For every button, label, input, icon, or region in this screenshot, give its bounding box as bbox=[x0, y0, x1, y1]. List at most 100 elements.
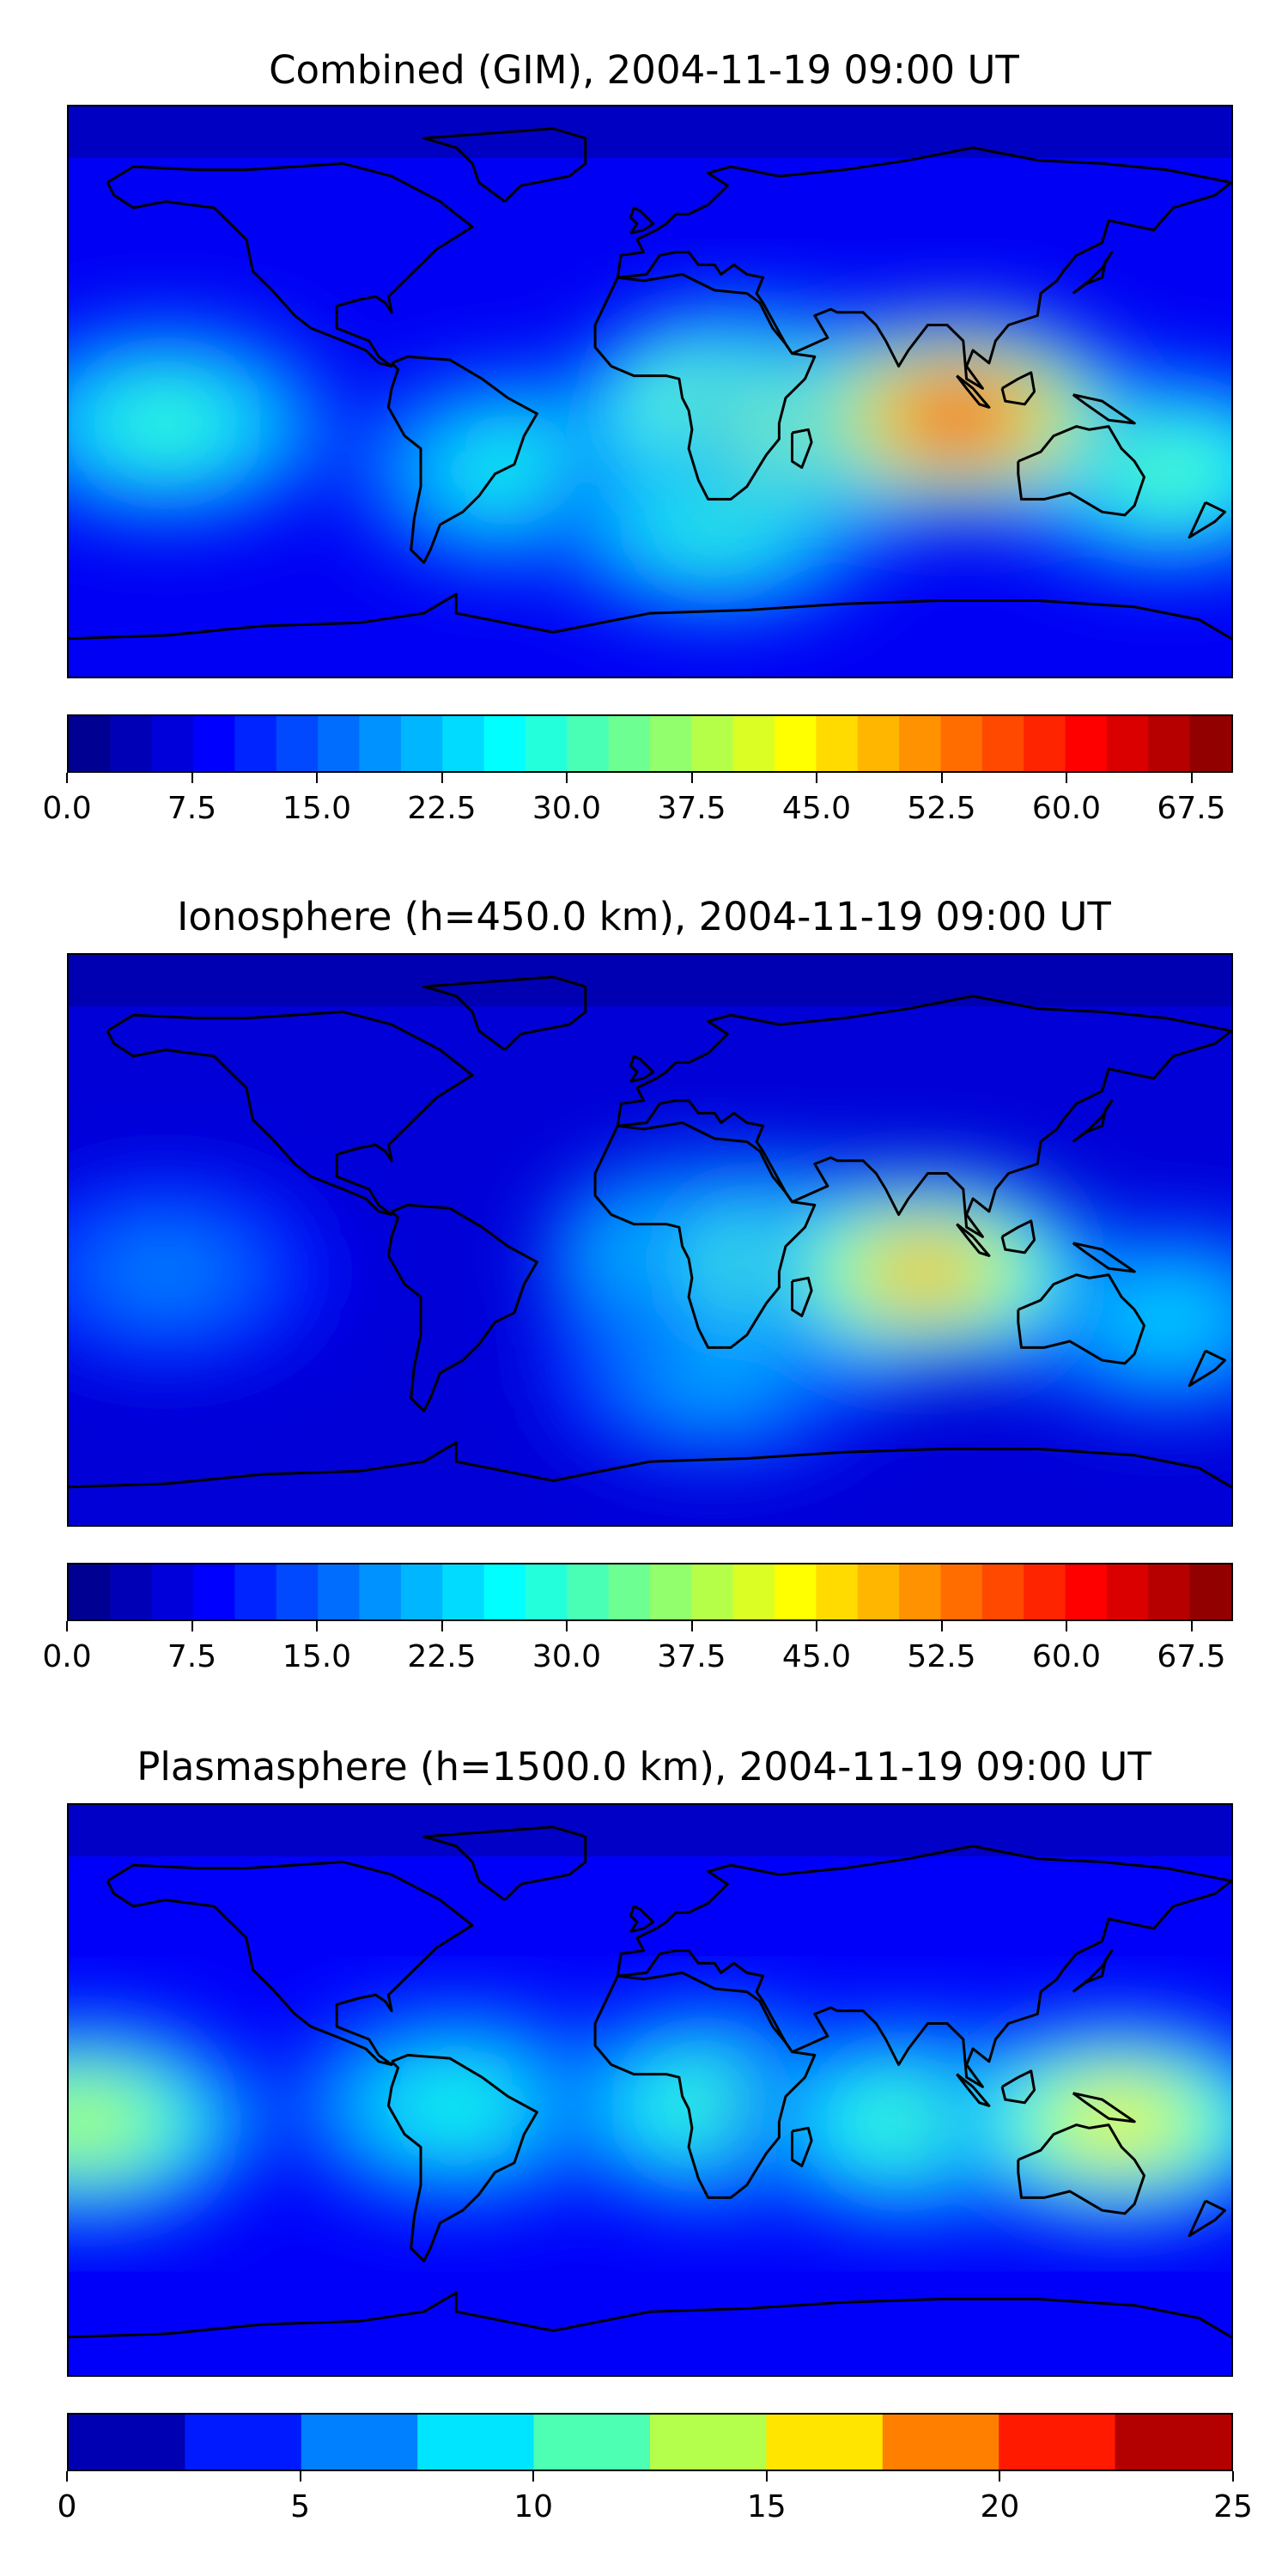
colorbar-tick bbox=[1190, 1621, 1193, 1631]
colorbar-tick-label: 25 bbox=[1213, 2489, 1253, 2524]
colorbar-tick bbox=[1066, 773, 1067, 783]
colorbar-segment bbox=[981, 716, 1024, 771]
map-canvas bbox=[69, 1805, 1231, 2375]
colorbar-tick-label: 10 bbox=[513, 2489, 554, 2524]
heatmap-region bbox=[69, 955, 1231, 1006]
colorbar-segment bbox=[1189, 1564, 1231, 1619]
colorbar-segment bbox=[359, 1564, 402, 1619]
colorbar-segment bbox=[442, 716, 485, 771]
colorbar-tick-label: 22.5 bbox=[407, 791, 477, 826]
coastline bbox=[956, 2073, 991, 2107]
colorbar-segment bbox=[775, 716, 817, 771]
colorbar-segment bbox=[1106, 1564, 1149, 1619]
colorbar-tick bbox=[66, 773, 68, 783]
colorbar-segment bbox=[1148, 716, 1191, 771]
colorbar-tick bbox=[191, 1621, 193, 1631]
chart-title: Combined (GIM), 2004-11-19 09:00 UT bbox=[269, 47, 1019, 93]
colorbar-tick bbox=[999, 2471, 1001, 2482]
colorbar-tick bbox=[690, 773, 693, 783]
colorbar-tick-label: 15 bbox=[746, 2489, 787, 2524]
coastline bbox=[1072, 2092, 1136, 2123]
colorbar-tick-label: 45.0 bbox=[781, 1639, 852, 1674]
coastline bbox=[1000, 1219, 1036, 1255]
colorbar-tick bbox=[940, 773, 943, 783]
colorbar-segment bbox=[185, 2415, 302, 2470]
colorbar-tick bbox=[299, 2471, 301, 2482]
coastline bbox=[1188, 501, 1226, 539]
coastline bbox=[593, 273, 817, 501]
coastline bbox=[593, 1121, 817, 1349]
colorbar-tick bbox=[191, 773, 193, 783]
colorbar-segment bbox=[151, 1564, 194, 1619]
colorbar-tick bbox=[566, 773, 568, 783]
colorbar-segment bbox=[193, 716, 236, 771]
colorbar-tick-label: 0 bbox=[57, 2489, 77, 2524]
colorbar-segment bbox=[1024, 716, 1066, 771]
coastline bbox=[616, 1844, 1231, 2088]
coastline bbox=[956, 374, 991, 409]
colorbar-tick bbox=[1066, 1621, 1067, 1631]
colorbar-segment bbox=[400, 1564, 443, 1619]
colorbar-segment bbox=[318, 716, 361, 771]
colorbar-tick-label: 15.0 bbox=[282, 791, 352, 826]
coastline bbox=[386, 1203, 538, 1413]
colorbar-segment bbox=[732, 1564, 775, 1619]
colorbar-segment bbox=[857, 716, 900, 771]
colorbar-tick-label: 7.5 bbox=[167, 1639, 217, 1674]
colorbar-canvas bbox=[69, 716, 1231, 771]
colorbar-segment bbox=[276, 1564, 319, 1619]
colorbar-tick bbox=[316, 773, 318, 783]
coastline bbox=[791, 2126, 813, 2167]
colorbar-segment bbox=[483, 716, 526, 771]
coastline bbox=[1000, 2069, 1036, 2105]
coastline bbox=[1188, 2199, 1226, 2238]
colorbar-tick bbox=[532, 2471, 535, 2482]
colorbar-tick-label: 30.0 bbox=[532, 1639, 602, 1674]
colorbar-tick bbox=[690, 1621, 693, 1631]
colorbar-ticks: 0 5 10 15 20 25 bbox=[58, 2471, 1253, 2524]
colorbar-segment bbox=[899, 1564, 942, 1619]
colorbar-segment bbox=[882, 2415, 999, 2470]
colorbar-canvas bbox=[69, 1564, 1231, 1619]
coastline bbox=[106, 1860, 474, 2066]
colorbar-tick-label: 52.5 bbox=[907, 1639, 976, 1674]
colorbar-segment bbox=[318, 1564, 361, 1619]
coastline bbox=[1072, 1099, 1114, 1143]
coastline bbox=[629, 206, 655, 235]
colorbar-ticks: 0.0 7.5 15.0 22.5 30.0 37.5 45.0 52.5 60.0 67.5 bbox=[42, 1621, 1233, 1674]
colorbar-tick bbox=[566, 1621, 568, 1631]
coastline bbox=[1017, 1273, 1145, 1365]
colorbar-segment bbox=[567, 716, 610, 771]
colorbar-segment bbox=[234, 716, 277, 771]
colorbar-tick bbox=[1232, 2471, 1234, 2482]
colorbar-tick-label: 52.5 bbox=[907, 791, 976, 826]
colorbar-segment bbox=[816, 716, 859, 771]
coastline bbox=[956, 1223, 991, 1257]
coastline bbox=[616, 146, 1231, 390]
colorbar-segment bbox=[193, 1564, 236, 1619]
colorbar-segment bbox=[417, 2415, 535, 2470]
coastline bbox=[629, 1905, 655, 1934]
colorbar-tick-label: 15.0 bbox=[282, 1639, 352, 1674]
colorbar-segment bbox=[110, 716, 153, 771]
colorbar-segment bbox=[1148, 1564, 1191, 1619]
colorbar bbox=[67, 2413, 1233, 2471]
colorbar-tick-label: 67.5 bbox=[1157, 1639, 1226, 1674]
colorbar-segment bbox=[69, 2415, 185, 2470]
heatmap-region bbox=[69, 2089, 141, 2154]
coastline bbox=[422, 1826, 587, 1901]
colorbar-tick-label: 5 bbox=[290, 2489, 311, 2524]
colorbar-tick-label: 0.0 bbox=[42, 791, 92, 826]
heatmap-region bbox=[69, 1805, 1231, 1856]
coastline bbox=[106, 161, 474, 368]
colorbar-tick-label: 37.5 bbox=[657, 1639, 726, 1674]
colorbar-tick bbox=[1190, 773, 1193, 783]
chart-title: Plasmasphere (h=1500.0 km), 2004-11-19 0… bbox=[137, 1744, 1151, 1789]
colorbar-tick-label: 22.5 bbox=[407, 1639, 477, 1674]
heatmap-region bbox=[109, 1239, 222, 1304]
coastline bbox=[422, 975, 587, 1051]
colorbar-segment bbox=[1115, 2415, 1231, 2470]
heatmap-region bbox=[109, 391, 222, 456]
map-canvas bbox=[69, 955, 1231, 1525]
colorbar-segment bbox=[151, 716, 194, 771]
